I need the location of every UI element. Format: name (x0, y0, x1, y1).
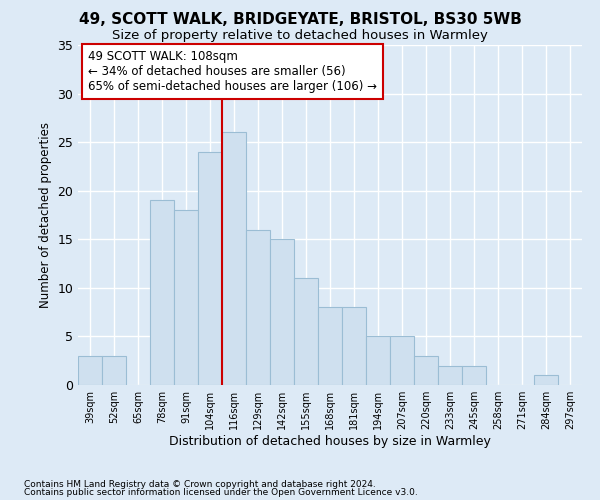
Text: 49, SCOTT WALK, BRIDGEYATE, BRISTOL, BS30 5WB: 49, SCOTT WALK, BRIDGEYATE, BRISTOL, BS3… (79, 12, 521, 28)
Text: Size of property relative to detached houses in Warmley: Size of property relative to detached ho… (112, 29, 488, 42)
Bar (415, 356, 437, 385)
Bar (199, 152, 221, 385)
Bar (535, 376, 557, 385)
Bar (103, 356, 125, 385)
Bar (343, 308, 365, 385)
Bar (367, 336, 389, 385)
Bar (391, 336, 413, 385)
Y-axis label: Number of detached properties: Number of detached properties (39, 122, 52, 308)
Text: Contains public sector information licensed under the Open Government Licence v3: Contains public sector information licen… (24, 488, 418, 497)
Bar (175, 210, 197, 385)
Bar (151, 200, 173, 385)
Bar (319, 308, 341, 385)
Bar (463, 366, 485, 385)
Bar (223, 132, 245, 385)
Text: Contains HM Land Registry data © Crown copyright and database right 2024.: Contains HM Land Registry data © Crown c… (24, 480, 376, 489)
Bar (295, 278, 317, 385)
Bar (439, 366, 461, 385)
Bar (79, 356, 101, 385)
X-axis label: Distribution of detached houses by size in Warmley: Distribution of detached houses by size … (169, 435, 491, 448)
Bar (247, 230, 269, 385)
Text: 49 SCOTT WALK: 108sqm
← 34% of detached houses are smaller (56)
65% of semi-deta: 49 SCOTT WALK: 108sqm ← 34% of detached … (88, 50, 377, 93)
Bar (271, 240, 293, 385)
